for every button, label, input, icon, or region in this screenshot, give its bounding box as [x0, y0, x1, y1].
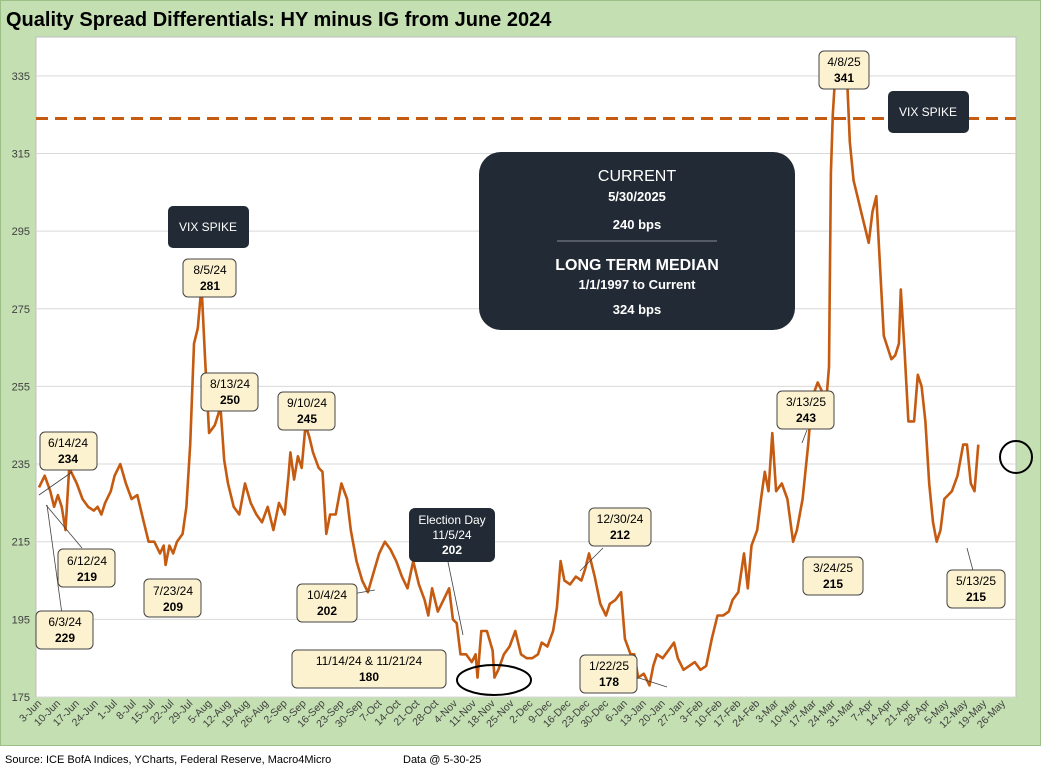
svg-text:3/24/25: 3/24/25 — [813, 561, 853, 575]
nov-low-ellipse — [456, 664, 532, 696]
svg-text:209: 209 — [163, 600, 183, 614]
svg-text:234: 234 — [58, 452, 78, 466]
y-axis-ticks: 175 195 215 235 255 275 295 315 335 — [12, 71, 30, 704]
median-value: 324 bps — [613, 302, 661, 317]
median-range: 1/1/1997 to Current — [578, 277, 696, 292]
info-box: CURRENT 5/30/2025 240 bps LONG TERM MEDI… — [479, 152, 795, 330]
footer-data-date: Data @ 5-30-25 — [403, 754, 481, 766]
svg-text:8/5/24: 8/5/24 — [193, 263, 227, 277]
svg-text:Election Day: Election Day — [418, 513, 485, 527]
current-date: 5/30/2025 — [608, 189, 666, 204]
svg-text:11/5/24: 11/5/24 — [432, 528, 471, 542]
y-tick-label: 215 — [12, 537, 30, 549]
svg-text:6/12/24: 6/12/24 — [67, 554, 107, 568]
svg-text:229: 229 — [55, 631, 75, 645]
callout-4-8-25: 4/8/25 341 — [818, 50, 870, 90]
svg-text:VIX SPIKE: VIX SPIKE — [179, 220, 237, 234]
current-value: 240 bps — [613, 217, 661, 232]
svg-text:5/13/25: 5/13/25 — [956, 574, 996, 588]
callout-12-30-24: 12/30/24 212 — [588, 507, 652, 547]
vix-spike-label-aug: VIX SPIKE — [168, 206, 249, 248]
svg-text:10/4/24: 10/4/24 — [307, 588, 347, 602]
svg-text:215: 215 — [966, 590, 986, 604]
svg-text:6/14/24: 6/14/24 — [48, 436, 88, 450]
footer-source: Source: ICE BofA Indices, YCharts, Feder… — [5, 754, 331, 766]
chart-title: Quality Spread Differentials: HY minus I… — [6, 9, 552, 31]
svg-text:4/8/25: 4/8/25 — [827, 55, 861, 69]
callout-10-4-24: 10/4/24 202 — [296, 583, 358, 623]
callout-6-14-24: 6/14/24 234 — [39, 431, 98, 471]
callout-1-22-25: 1/22/25 178 — [579, 654, 638, 694]
median-title: LONG TERM MEDIAN — [555, 257, 719, 274]
y-tick-label: 175 — [12, 692, 30, 704]
y-tick-label: 295 — [12, 226, 30, 238]
callout-6-3-24: 6/3/24 229 — [35, 610, 94, 650]
vix-spike-label-apr: VIX SPIKE — [888, 91, 969, 133]
svg-text:341: 341 — [834, 71, 854, 85]
y-tick-label: 335 — [12, 71, 30, 83]
svg-text:245: 245 — [297, 412, 317, 426]
svg-text:8/13/24: 8/13/24 — [210, 377, 250, 391]
svg-text:202: 202 — [442, 543, 462, 557]
svg-text:243: 243 — [796, 411, 816, 425]
y-tick-label: 275 — [12, 304, 30, 316]
current-title: CURRENT — [598, 168, 676, 185]
y-tick-label: 255 — [12, 381, 30, 393]
callout-7-23-24: 7/23/24 209 — [143, 578, 202, 618]
svg-text:9/10/24: 9/10/24 — [287, 396, 327, 410]
callout-8-13-24: 8/13/24 250 — [200, 372, 259, 412]
svg-text:3/13/25: 3/13/25 — [786, 395, 826, 409]
footer-strip — [0, 746, 1041, 774]
y-tick-label: 235 — [12, 459, 30, 471]
election-day-label: Election Day 11/5/24 202 — [409, 508, 495, 562]
svg-text:202: 202 — [317, 604, 337, 618]
callout-3-13-25: 3/13/25 243 — [776, 390, 835, 430]
svg-text:12/30/24: 12/30/24 — [597, 512, 644, 526]
callout-3-24-25: 3/24/25 215 — [802, 556, 864, 596]
svg-text:11/14/24 & 11/21/24: 11/14/24 & 11/21/24 — [316, 654, 423, 668]
svg-text:VIX SPIKE: VIX SPIKE — [899, 105, 957, 119]
svg-text:180: 180 — [359, 670, 379, 684]
callout-6-12-24: 6/12/24 219 — [57, 548, 116, 588]
svg-text:250: 250 — [220, 393, 240, 407]
y-tick-label: 315 — [12, 148, 30, 160]
y-tick-label: 195 — [12, 614, 30, 626]
callout-9-10-24: 9/10/24 245 — [277, 391, 336, 431]
svg-text:215: 215 — [823, 577, 843, 591]
svg-text:7/23/24: 7/23/24 — [153, 584, 193, 598]
callout-5-13-25: 5/13/25 215 — [946, 569, 1006, 609]
svg-text:1/22/25: 1/22/25 — [589, 659, 629, 673]
svg-text:6/3/24: 6/3/24 — [48, 615, 82, 629]
callout-nov-2024-lows: 11/14/24 & 11/21/24 180 — [291, 649, 447, 689]
callout-8-5-24: 8/5/24 281 — [182, 258, 237, 298]
svg-text:281: 281 — [200, 279, 220, 293]
svg-text:212: 212 — [610, 528, 630, 542]
current-marker-circle — [999, 440, 1033, 474]
svg-text:219: 219 — [77, 570, 97, 584]
svg-text:178: 178 — [599, 675, 619, 689]
leader-lines — [38, 429, 976, 688]
